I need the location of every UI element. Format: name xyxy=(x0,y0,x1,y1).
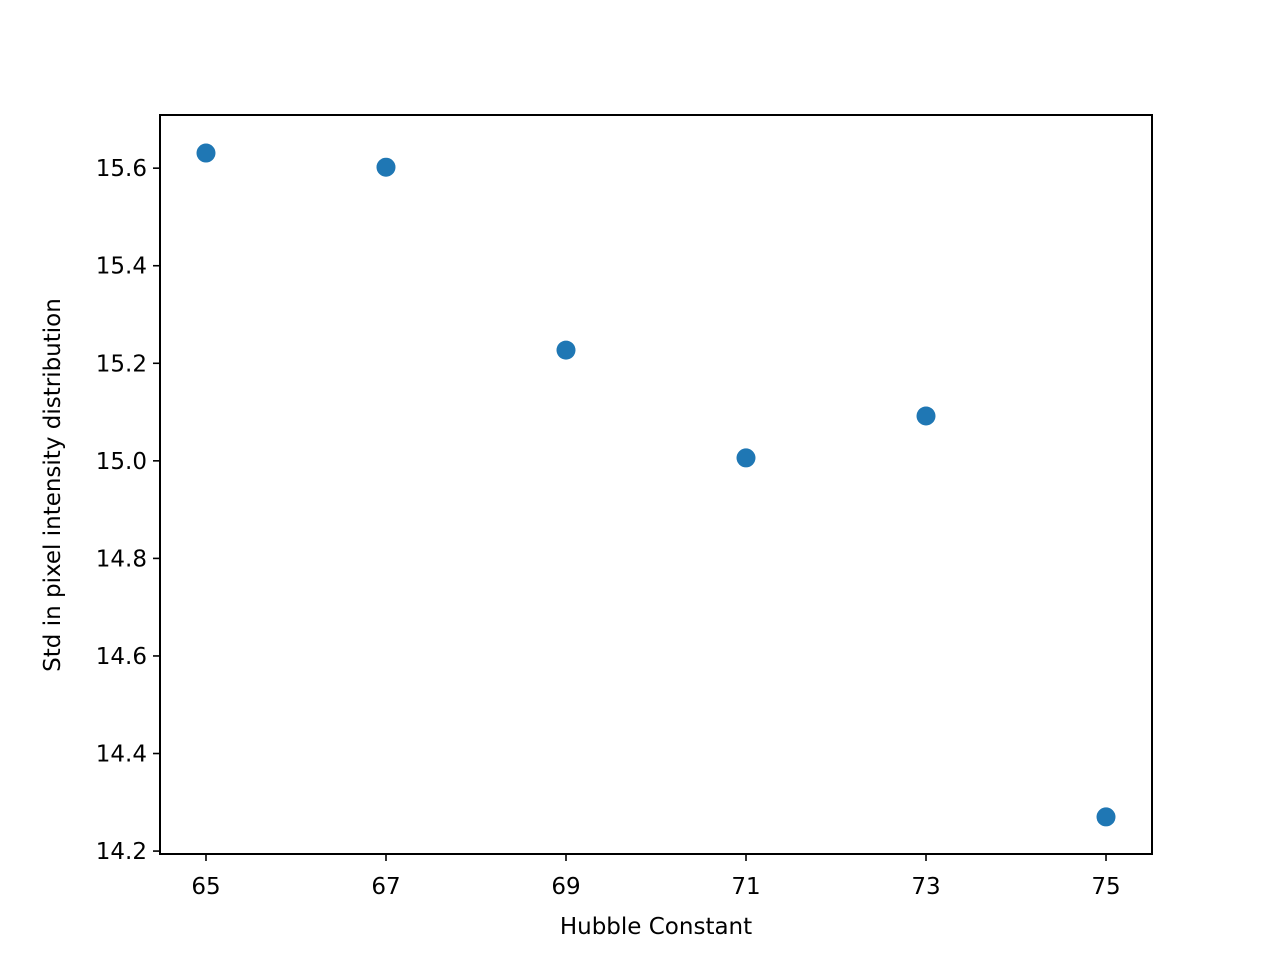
y-axis-label: Std in pixel intensity distribution xyxy=(40,298,66,672)
y-tick-label: 15.2 xyxy=(96,351,147,377)
scatter-point xyxy=(196,143,216,163)
scatter-point xyxy=(1096,807,1116,827)
y-tick-label: 14.4 xyxy=(96,742,147,768)
y-tick-label: 15.0 xyxy=(96,449,147,475)
x-tick-label: 65 xyxy=(191,874,220,900)
x-axis-label: Hubble Constant xyxy=(560,914,752,940)
y-tick-label: 14.2 xyxy=(96,839,147,865)
x-tick-label: 69 xyxy=(551,874,580,900)
y-tick-label: 15.6 xyxy=(96,156,147,182)
x-tick-label: 67 xyxy=(371,874,400,900)
x-tick-label: 71 xyxy=(731,874,760,900)
scatter-point xyxy=(736,448,756,468)
plot-frame xyxy=(159,114,1153,855)
scatter-point xyxy=(376,157,396,177)
scatter-point xyxy=(916,406,936,426)
x-tick-label: 75 xyxy=(1091,874,1120,900)
x-tick-label: 73 xyxy=(911,874,940,900)
y-tick-label: 15.4 xyxy=(96,254,147,280)
y-tick-label: 14.6 xyxy=(96,644,147,670)
y-tick-label: 14.8 xyxy=(96,546,147,572)
scatter-point xyxy=(556,340,576,360)
